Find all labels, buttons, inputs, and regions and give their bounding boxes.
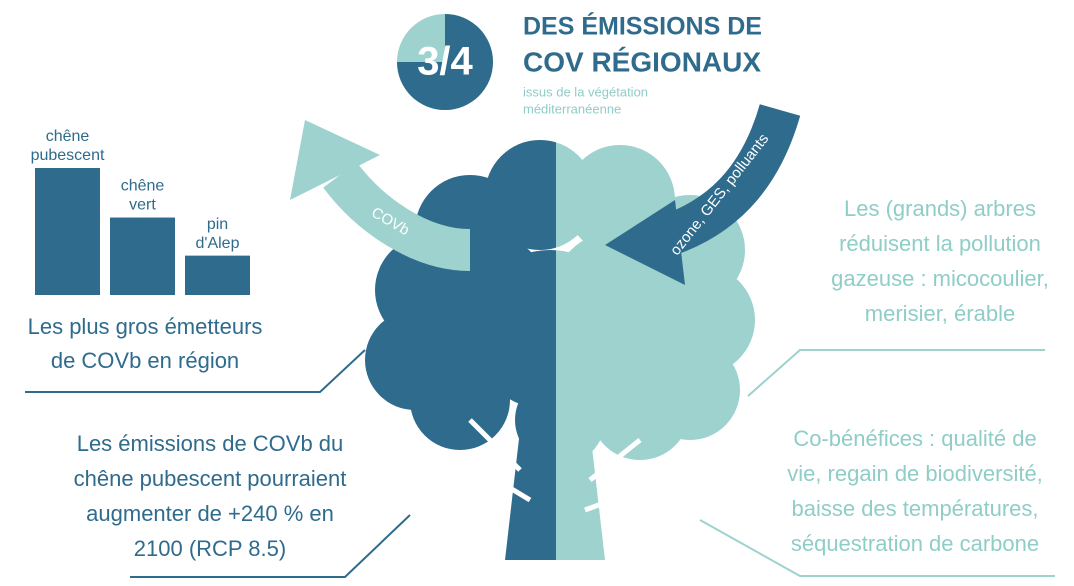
title-line: DES ÉMISSIONS DE: [523, 12, 762, 41]
emitters-chart: chêne pubescent chêne vert pin d'Alep: [31, 128, 250, 295]
title-line: COV RÉGIONAUX: [523, 46, 761, 77]
pollution-line: réduisent la pollution: [839, 231, 1041, 256]
pollution-text: Les (grands) arbres réduisent la polluti…: [831, 196, 1049, 326]
bar-label: pubescent: [31, 147, 105, 164]
benefits-line: vie, regain de biodiversité,: [787, 461, 1043, 486]
pollution-line: merisier, érable: [865, 301, 1015, 326]
connector: [748, 350, 1045, 396]
benefits-line: Co-bénéfices : qualité de: [793, 426, 1036, 451]
bar: [110, 218, 175, 295]
projection-line: chêne pubescent pourraient: [74, 466, 347, 491]
share-label: 3/4: [417, 40, 473, 84]
bar-label: vert: [129, 197, 156, 214]
emitters-caption: Les plus gros émetteurs: [28, 314, 263, 339]
subtitle-line: issus de la végétation: [523, 84, 648, 99]
pollution-line: Les (grands) arbres: [844, 196, 1036, 221]
projection-line: Les émissions de COVb du: [77, 431, 344, 456]
benefits-line: séquestration de carbone: [791, 531, 1039, 556]
projection-line: 2100 (RCP 8.5): [134, 536, 286, 561]
projection-text: Les émissions de COVb du chêne pubescent…: [74, 431, 347, 561]
bar-label: chêne: [46, 128, 90, 145]
bar-label: d'Alep: [196, 235, 240, 252]
projection-line: augmenter de +240 % en: [86, 501, 334, 526]
emitters-caption: de COVb en région: [51, 348, 239, 373]
pollution-line: gazeuse : micocoulier,: [831, 266, 1049, 291]
benefits-text: Co-bénéfices : qualité de vie, regain de…: [787, 426, 1043, 556]
bar-label: chêne: [121, 178, 165, 195]
bar-label: pin: [207, 216, 228, 233]
infographic: COVb ozone, GES, polluants 3/4 DES ÉMISS…: [0, 0, 1074, 586]
bar: [185, 256, 250, 295]
subtitle-line: méditerranéenne: [523, 101, 621, 116]
benefits-line: baisse des températures,: [791, 496, 1038, 521]
bar: [35, 168, 100, 295]
